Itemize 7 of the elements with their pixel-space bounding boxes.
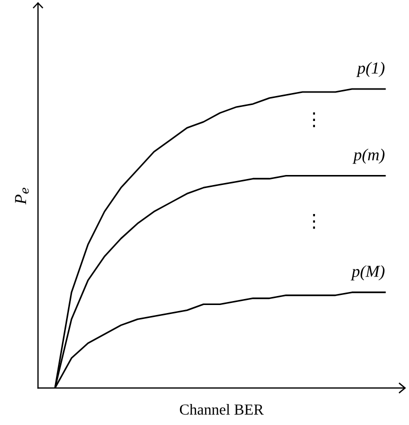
y-axis-title: P$_{e}$ — [15, 188, 29, 205]
annotation: ⋮ — [313, 214, 315, 229]
x-axis-title: Channel BER — [180, 404, 264, 415]
series-label: p(M) — [350, 265, 384, 280]
series-label: p(m) — [352, 148, 384, 164]
annotation: ⋮ — [313, 112, 315, 128]
series-label: p(1) — [356, 62, 384, 78]
